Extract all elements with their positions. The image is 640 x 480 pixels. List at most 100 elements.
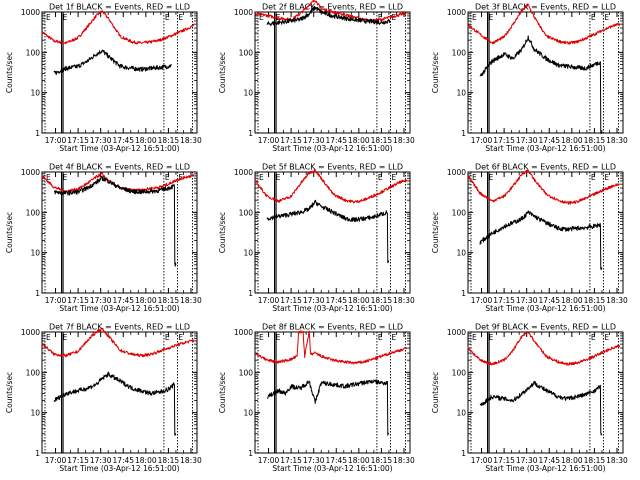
y-tick-label: 1000: [234, 8, 253, 17]
event-marker-label: E: [178, 333, 183, 342]
event-marker-label: E: [391, 333, 396, 342]
panel-title: Det 6f BLACK = Events, RED = LLD: [475, 163, 616, 172]
x-axis-label: Start Time (03-Apr-12 16:51:00): [485, 304, 605, 313]
x-tick-label: 17:30: [90, 296, 112, 305]
x-tick-label: 17:15: [67, 136, 89, 145]
y-tick-label: 100: [239, 368, 254, 377]
x-tick-label: 18:15: [158, 296, 180, 305]
y-tick-label: 1: [461, 449, 466, 458]
y-tick-label: 1000: [234, 328, 253, 337]
y-tick-label: 10: [456, 249, 466, 258]
event-marker-label: E: [259, 333, 264, 342]
x-tick-label: 17:30: [90, 136, 112, 145]
y-axis-label: Counts/sec: [218, 52, 227, 93]
y-tick-label: 1: [461, 289, 466, 298]
lld-series-line: [467, 331, 621, 366]
event-marker-label: E: [391, 173, 396, 182]
lld-series-line: [467, 169, 621, 205]
events-series-line: [266, 199, 390, 264]
y-tick-label: 10: [30, 249, 40, 258]
events-series-line: [53, 176, 177, 267]
x-tick-label: 17:30: [303, 296, 325, 305]
y-tick-label: 1: [248, 129, 253, 138]
y-tick-label: 10: [456, 409, 466, 418]
panel-2: Det 2f BLACK = Events, RED = LLD 1 10 100 10…: [218, 0, 415, 153]
y-tick-label: 10: [243, 249, 253, 258]
y-tick-label: 1: [35, 289, 40, 298]
event-marker-label: E: [378, 173, 383, 182]
y-tick-label: 10: [30, 409, 40, 418]
y-tick-label: 1: [248, 449, 253, 458]
x-tick-label: 18:00: [348, 136, 370, 145]
y-tick-label: 1: [35, 129, 40, 138]
y-tick-label: 100: [26, 368, 41, 377]
x-tick-label: 17:30: [303, 456, 325, 465]
y-tick-label: 1000: [447, 328, 466, 337]
event-marker-label: E: [604, 13, 609, 22]
panel-8: Det 8f BLACK = Events, RED = LLD 1 10 100 10…: [218, 323, 415, 474]
x-tick-label: 18:15: [584, 456, 606, 465]
x-tick-label: 18:00: [135, 296, 157, 305]
panel-6: Det 6f BLACK = Events, RED = LLD 1 10 100 10…: [431, 163, 628, 314]
x-tick-label: 18:30: [180, 456, 202, 465]
plot-frame: [467, 171, 624, 294]
events-series-line: [479, 35, 603, 134]
events-series-line: [53, 371, 177, 436]
x-tick-label: 17:45: [112, 296, 134, 305]
y-tick-label: 100: [452, 208, 467, 217]
plot-frame: [467, 11, 624, 134]
lld-series-line: [254, 330, 408, 365]
x-tick-label: 18:30: [180, 296, 202, 305]
y-tick-label: 100: [26, 208, 41, 217]
event-marker-label: E: [489, 333, 494, 342]
panel-7: Det 7f BLACK = Events, RED = LLD 1 10 100 10…: [5, 323, 202, 474]
x-tick-label: 17:00: [45, 456, 67, 465]
y-tick-label: 1000: [234, 168, 253, 177]
y-axis-label: Counts/sec: [431, 52, 440, 93]
panel-3: Det 3f BLACK = Events, RED = LLD 1 10 100 10…: [431, 3, 628, 154]
y-tick-label: 100: [239, 48, 254, 57]
event-marker-label: E: [63, 13, 68, 22]
y-axis-label: Counts/sec: [5, 212, 14, 253]
x-tick-label: 17:00: [471, 136, 493, 145]
event-marker-label: E: [165, 333, 170, 342]
plot-frame: [41, 171, 198, 294]
x-tick-label: 18:15: [371, 296, 393, 305]
x-tick-label: 18:15: [158, 456, 180, 465]
x-tick-label: 18:30: [606, 296, 628, 305]
plot-frame: [41, 11, 198, 134]
event-marker-label: E: [472, 333, 477, 342]
x-tick-label: 17:00: [45, 136, 67, 145]
y-tick-label: 10: [456, 89, 466, 98]
lld-series-line: [467, 3, 621, 45]
events-series-line: [266, 379, 390, 436]
x-tick-label: 18:30: [606, 456, 628, 465]
x-tick-label: 17:45: [325, 456, 347, 465]
x-tick-label: 18:00: [135, 456, 157, 465]
event-marker-label: E: [63, 333, 68, 342]
event-marker-label: E: [276, 333, 281, 342]
event-marker-label: E: [46, 333, 51, 342]
event-marker-label: E: [378, 13, 383, 22]
x-tick-label: 18:00: [348, 296, 370, 305]
event-marker-label: E: [276, 173, 281, 182]
y-axis-label: Counts/sec: [218, 372, 227, 413]
x-tick-label: 17:15: [280, 296, 302, 305]
x-tick-label: 17:30: [303, 136, 325, 145]
x-tick-label: 18:00: [561, 456, 583, 465]
x-tick-label: 18:15: [158, 136, 180, 145]
x-tick-label: 17:15: [493, 456, 515, 465]
plot-frame: [467, 331, 624, 454]
y-axis-label: Counts/sec: [431, 212, 440, 253]
y-axis-label: Counts/sec: [431, 372, 440, 413]
x-tick-label: 17:45: [112, 136, 134, 145]
event-marker-label: E: [46, 173, 51, 182]
plot-frame: [254, 331, 411, 454]
x-axis-label: Start Time (03-Apr-12 16:51:00): [59, 464, 179, 473]
x-axis-label: Start Time (03-Apr-12 16:51:00): [272, 304, 392, 313]
x-tick-label: 17:45: [538, 136, 560, 145]
x-tick-label: 17:45: [538, 296, 560, 305]
lld-series-line: [254, 169, 408, 204]
events-series-line: [53, 49, 172, 75]
